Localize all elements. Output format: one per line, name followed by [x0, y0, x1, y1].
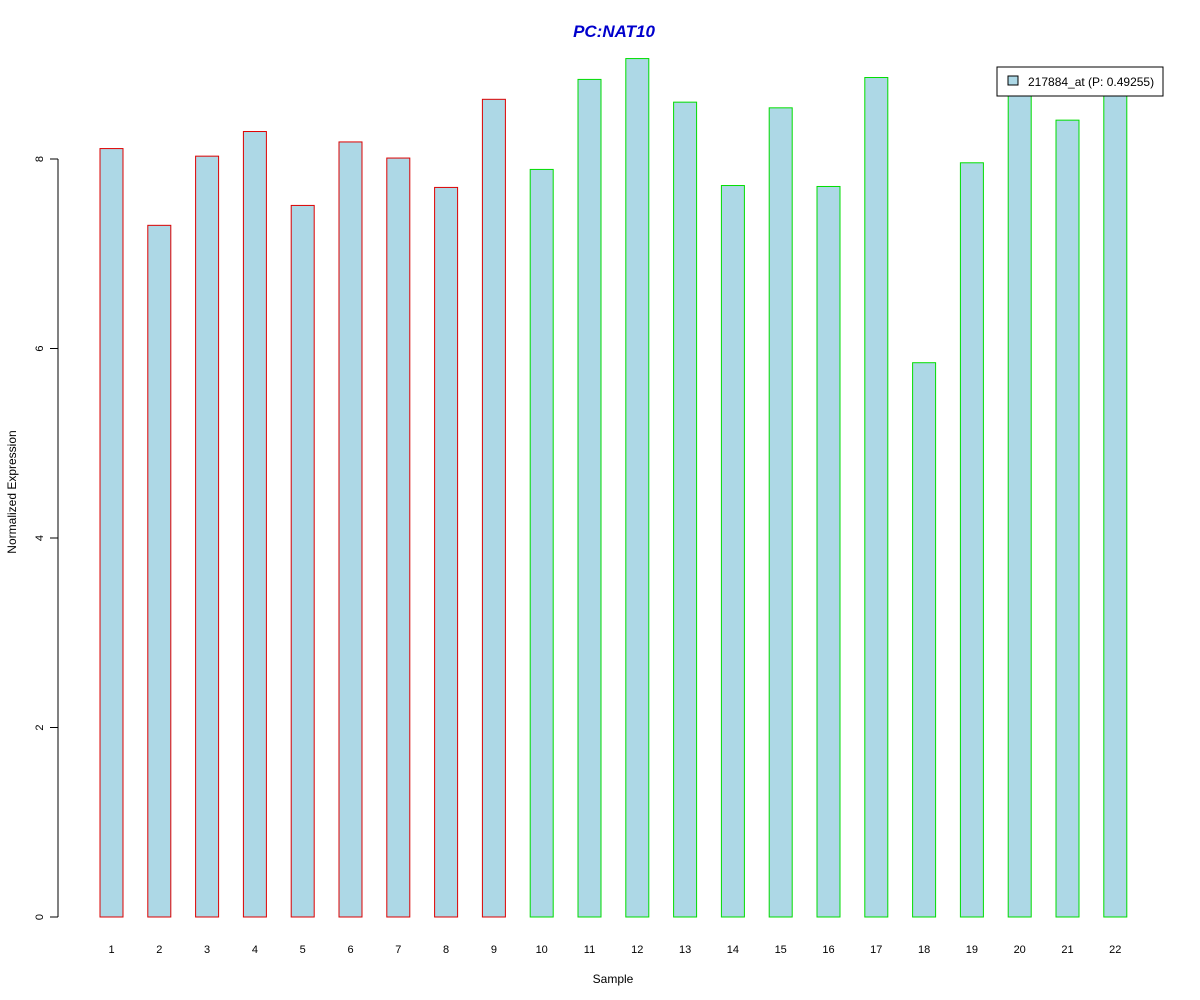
bar-sample-10 [529, 168, 554, 918]
y-tick-label: 0 [34, 914, 46, 920]
bar-sample-19 [959, 162, 984, 918]
x-tick-label: 9 [491, 944, 497, 956]
bar-sample-18 [912, 362, 937, 918]
x-tick-label: 4 [252, 944, 258, 956]
x-tick-label: 11 [584, 944, 595, 956]
bar-sample-6 [338, 141, 363, 918]
x-tick-label: 12 [631, 944, 643, 956]
bar-sample-5 [290, 204, 315, 918]
x-tick-label: 2 [156, 944, 162, 956]
legend-swatch [1007, 75, 1019, 86]
x-tick-label: 14 [727, 944, 739, 956]
x-tick-label: 17 [870, 944, 882, 956]
y-tick-label: 6 [34, 345, 46, 351]
x-tick-label: 16 [822, 944, 834, 956]
y-axis: 0 2 4 6 8 [34, 156, 59, 920]
bar-sample-21 [1055, 119, 1080, 918]
bar-sample-2 [147, 224, 172, 918]
x-tick-label: 3 [204, 944, 210, 956]
bar-sample-15 [768, 107, 793, 918]
x-tick-label: 20 [1014, 944, 1026, 956]
x-tick-label: 18 [918, 944, 930, 956]
x-axis-label: Sample [593, 972, 634, 986]
x-axis-tick-labels: 1 2 3 4 5 6 7 8 9 10 11 12 13 14 15 16 17 18 19 20 21 22 [108, 944, 1121, 956]
x-tick-label: 21 [1061, 944, 1073, 956]
chart-title: PC:NAT10 [573, 22, 655, 41]
legend-box [996, 66, 1164, 97]
x-tick-label: 7 [395, 944, 401, 956]
legend-label: 217884_at (P: 0.49255) [1028, 75, 1154, 89]
x-tick-label: 6 [347, 944, 353, 956]
x-tick-label: 5 [300, 944, 306, 956]
bar-sample-3 [195, 155, 220, 918]
bar-sample-20 [1007, 89, 1032, 918]
bar-sample-14 [720, 185, 745, 918]
bar-sample-8 [434, 186, 459, 918]
y-axis-label: Normalized Expression [5, 430, 19, 553]
bar-sample-11 [577, 78, 602, 918]
bar-sample-9 [481, 98, 506, 918]
x-tick-label: 22 [1109, 944, 1121, 956]
bar-sample-7 [386, 157, 411, 918]
x-tick-label: 19 [966, 944, 978, 956]
x-tick-label: 13 [679, 944, 691, 956]
x-tick-label: 8 [443, 944, 449, 956]
bar-sample-1 [99, 148, 124, 918]
bar-sample-13 [673, 101, 698, 918]
x-tick-label: 1 [108, 944, 114, 956]
x-tick-label: 10 [536, 944, 548, 956]
y-tick-label: 4 [34, 535, 46, 541]
bar-sample-17 [864, 77, 889, 918]
bar-sample-16 [816, 185, 841, 918]
legend: 217884_at (P: 0.49255) [996, 66, 1164, 97]
y-tick-label: 8 [34, 156, 46, 162]
bars [99, 58, 1128, 918]
bar-sample-22 [1103, 87, 1128, 918]
bar-sample-12 [625, 58, 650, 918]
bar-sample-4 [242, 131, 267, 918]
y-tick-label: 2 [34, 724, 46, 730]
x-tick-label: 15 [775, 944, 787, 956]
